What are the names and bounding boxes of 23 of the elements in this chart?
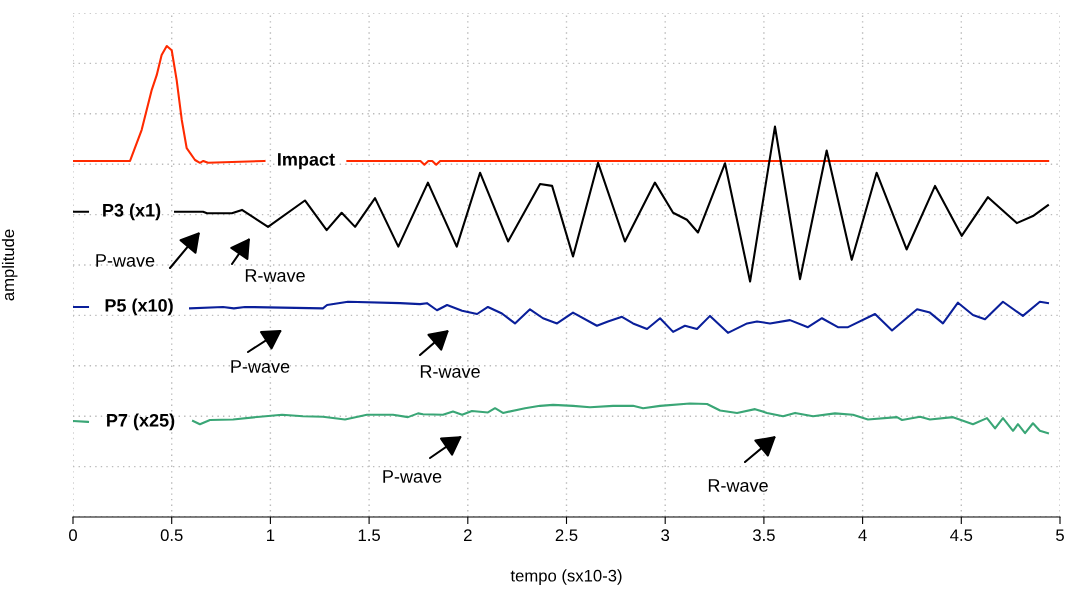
x-tick-label: 2 (464, 529, 472, 541)
series-label: P3 (x1) (103, 203, 161, 221)
x-tick-label: 1.5 (358, 529, 380, 542)
series-label: P5 (x10) (105, 298, 173, 316)
x-tick-label: 3 (661, 529, 670, 542)
x-tick-label: 4 (858, 529, 867, 541)
x-tick-label: 5 (1056, 529, 1064, 542)
annotation: P-wave (231, 360, 290, 373)
x-axis-title: tempo (sx10-3) (510, 569, 622, 585)
y-axis-title: amplitude (1, 229, 18, 301)
annotation: P-wave (383, 470, 442, 483)
series-label: Impact (278, 153, 335, 170)
x-tick-label: 1 (267, 529, 275, 541)
x-tick-label: 0.5 (160, 529, 183, 542)
x-tick-label: 3.5 (752, 529, 775, 542)
annotation: P-wave (96, 254, 155, 267)
x-tick-label: 4.5 (950, 529, 973, 542)
annotation: R-wave (708, 479, 768, 492)
annotation: R-wave (420, 365, 480, 378)
series-label: P7 (x25) (107, 413, 175, 431)
annotation: R-wave (245, 269, 305, 282)
x-tick-label: 2.5 (555, 529, 578, 542)
x-tick-label: 0 (69, 529, 77, 542)
